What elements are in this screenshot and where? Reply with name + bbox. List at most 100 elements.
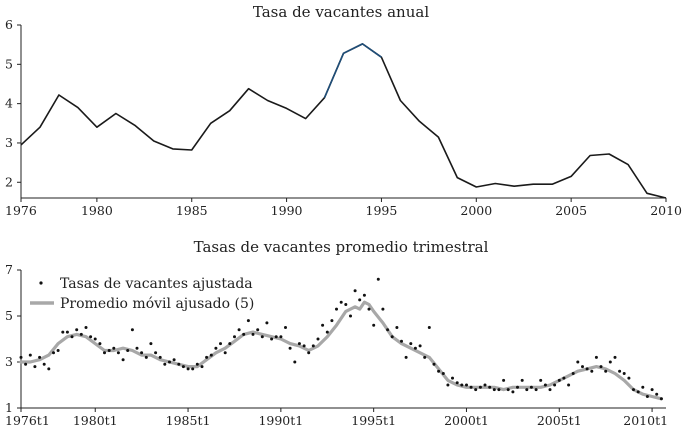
y-tick-label: 3: [5, 135, 13, 150]
scatter-point: [154, 351, 158, 355]
scatter-point: [474, 388, 478, 392]
scatter-point: [465, 383, 468, 387]
scatter-point: [446, 383, 450, 387]
scatter-point: [562, 376, 566, 380]
scatter-point: [93, 337, 97, 341]
scatter-point: [520, 378, 524, 382]
annual-vacancy-line: [20, 43, 667, 199]
y-tick-label: 5: [5, 56, 13, 71]
scatter-point: [432, 362, 436, 366]
x-tick-label: 2010: [650, 203, 682, 218]
scatter-point: [297, 342, 301, 346]
scatter-point: [140, 351, 144, 355]
scatter-point: [478, 385, 482, 389]
scatter-point: [270, 337, 274, 341]
scatter-point: [548, 388, 552, 392]
scatter-point: [339, 300, 343, 304]
quarterly-axes: 1 3 5 7 1976t1 1980t1 1985t1 1990t1 1995t1 2000t1…: [5, 262, 668, 428]
scatter-point: [645, 395, 649, 398]
y-tick-label: 7: [5, 262, 13, 277]
quarterly-vacancy-chart: Tasas de vacantes promedio trimestral 1 3…: [5, 238, 668, 428]
scatter-point: [70, 335, 74, 339]
x-tick-label: 2000: [460, 203, 492, 218]
scatter-point: [469, 385, 473, 389]
y-tick-label: 5: [5, 308, 13, 323]
x-tick-label: 1990: [271, 203, 303, 218]
scatter-point: [242, 332, 246, 336]
scatter-point: [571, 372, 575, 375]
x-tick-label: 1995t1: [351, 413, 396, 428]
scatter-point: [330, 319, 334, 323]
scatter-point: [107, 349, 111, 352]
scatter-point: [390, 335, 394, 339]
y-tick-label: 3: [5, 354, 13, 369]
x-tick-label: 1990t1: [258, 413, 303, 428]
scatter-point: [413, 346, 417, 350]
scatter-point: [618, 369, 622, 373]
scatter-point: [135, 346, 139, 350]
scatter-point: [251, 332, 255, 336]
scatter-point: [650, 388, 654, 392]
scatter-point: [381, 307, 385, 311]
scatter-point: [325, 330, 329, 334]
scatter-point: [349, 314, 352, 318]
scatter-point: [376, 277, 380, 281]
x-tick-label: 1985: [176, 203, 208, 218]
scatter-point: [594, 355, 598, 359]
scatter-point: [613, 355, 617, 359]
scatter-point: [246, 319, 250, 323]
y-tick-label: 4: [5, 96, 13, 111]
annual-axes: 2 3 4 5 6 1976 1980 1985 1990 1995 2000 2005 2010: [5, 17, 682, 218]
annual-vacancy-highlight: [323, 43, 382, 99]
scatter-point: [581, 365, 584, 369]
scatter-point: [38, 355, 42, 359]
scatter-point: [627, 376, 631, 380]
x-tick-label: 1976: [5, 203, 37, 218]
chart-title-quarterly: Tasas de vacantes promedio trimestral: [194, 238, 489, 256]
annual-vacancy-chart: Tasa de vacantes anual 2 3 4 5 6 1976 1980 1985…: [5, 3, 682, 218]
scatter-point: [608, 360, 612, 364]
scatter-point: [604, 369, 608, 373]
x-tick-label: 1980: [81, 203, 113, 218]
scatter-point: [149, 342, 153, 346]
scatter-point: [460, 383, 464, 387]
scatter-point: [121, 358, 125, 362]
scatter-point: [84, 326, 88, 329]
scatter-point: [409, 342, 413, 346]
scatter-point: [497, 388, 501, 392]
scatter-point: [56, 349, 60, 352]
scatter-point: [191, 367, 195, 371]
scatter-point: [288, 346, 292, 350]
scatter-point: [557, 378, 561, 382]
scatter-point: [525, 388, 529, 392]
legend-label-moving-average: Promedio móvil ajusado (5): [60, 296, 254, 312]
scatter-point: [502, 378, 506, 382]
scatter-point: [130, 328, 134, 332]
scatter-point: [353, 289, 357, 293]
moving-average-line: [19, 300, 663, 401]
scatter-point: [209, 353, 213, 357]
scatter-point: [19, 355, 23, 359]
scatter-point: [427, 326, 431, 329]
scatter-point: [223, 351, 227, 355]
scatter-point: [256, 328, 260, 332]
scatter-point: [506, 388, 510, 392]
scatter-point: [200, 365, 204, 369]
scatter-point: [28, 353, 32, 357]
scatter-point: [622, 372, 626, 375]
scatter-point: [511, 390, 515, 394]
scatter-point: [488, 385, 492, 389]
scatter-point: [576, 360, 580, 364]
scatter-point: [529, 385, 533, 389]
scatter-point: [655, 392, 659, 396]
scatter-point: [404, 355, 408, 359]
scatter-point: [641, 385, 645, 389]
scatter-point: [126, 349, 130, 352]
scatter-point: [585, 367, 589, 371]
scatter-point: [516, 385, 519, 389]
scatter-point: [47, 367, 51, 371]
scatter-point: [636, 390, 640, 394]
scatter-point: [284, 326, 287, 329]
scatter-point: [441, 372, 445, 375]
